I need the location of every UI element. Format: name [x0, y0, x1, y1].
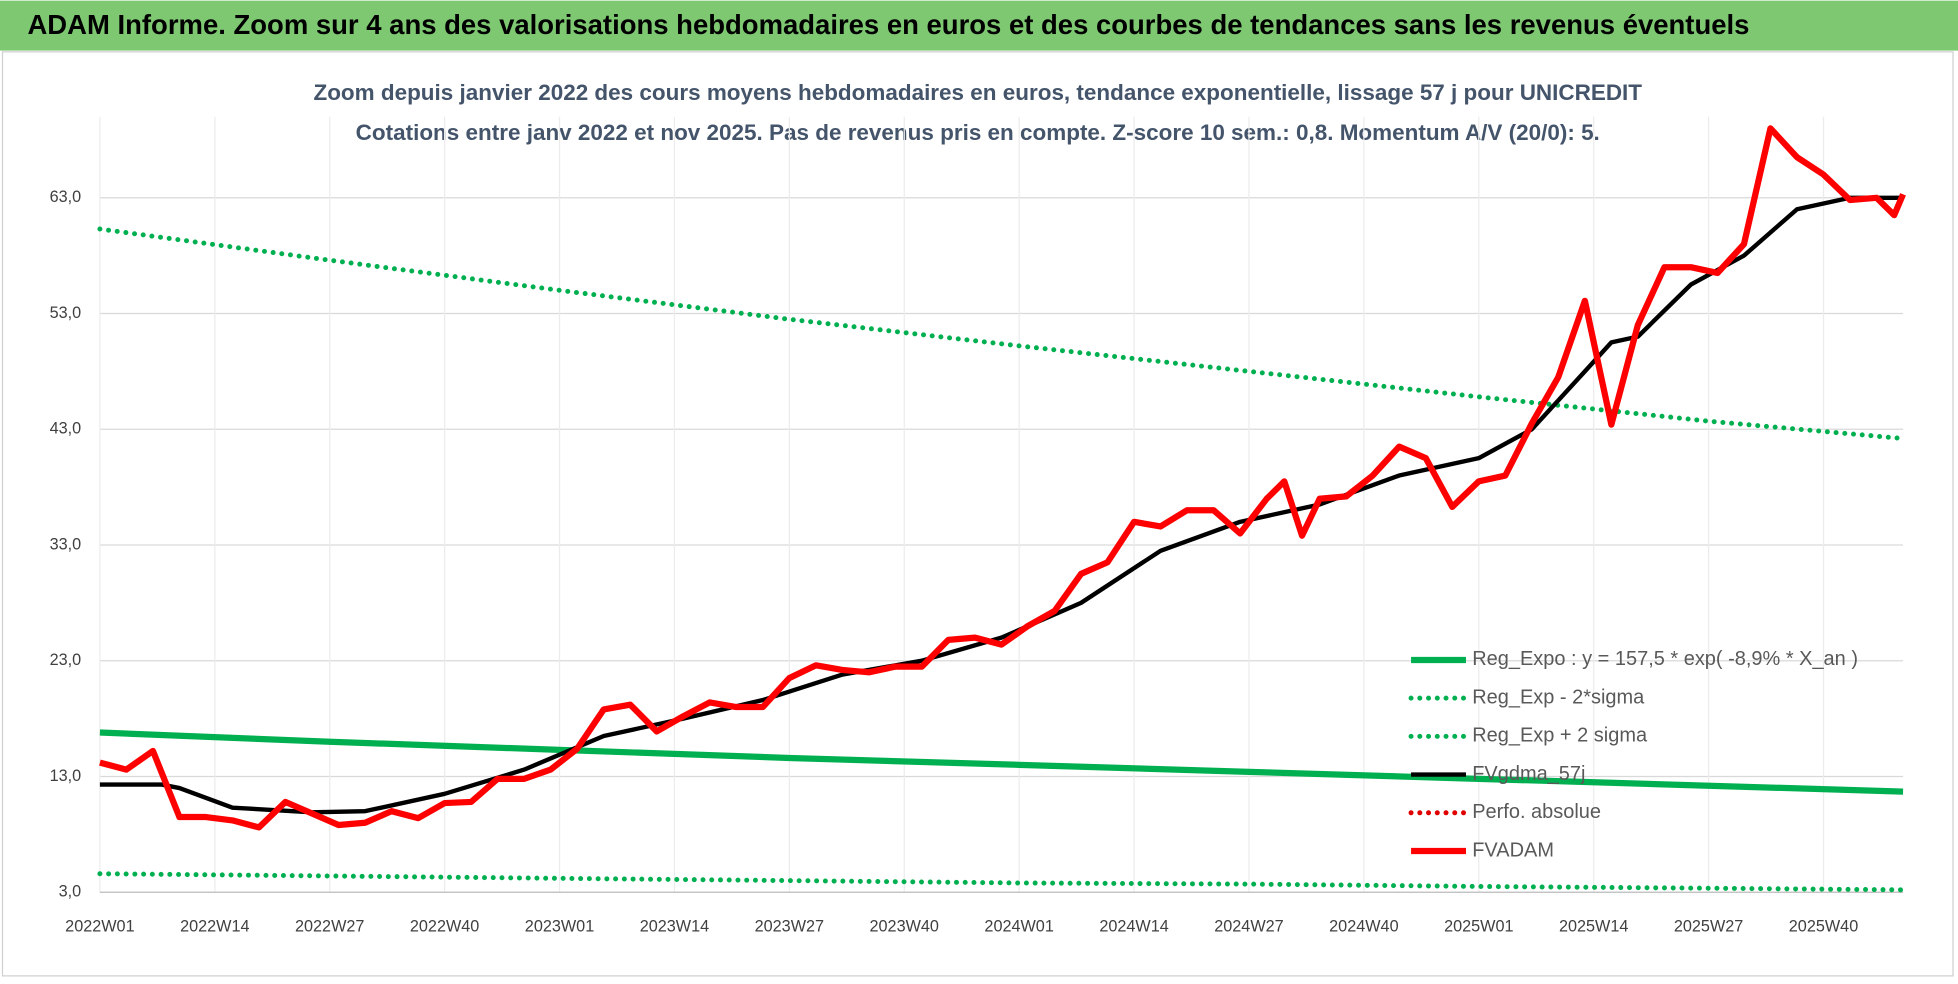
legend-label: FVADAM	[1472, 839, 1554, 861]
x-tick-label: 2023W14	[640, 917, 709, 935]
chart-subtitle: Zoom depuis janvier 2022 des cours moyen…	[313, 80, 1642, 105]
y-tick-label: 43,0	[50, 420, 82, 438]
header-bar	[0, 0, 1958, 51]
series-line	[99, 125, 1906, 831]
header-title: ADAM Informe. Zoom sur 4 ans des valoris…	[27, 9, 1749, 40]
chart-subtitle: Cotations entre janv 2022 et nov 2025. P…	[356, 120, 1600, 145]
legend-label: Reg_Exp - 2*sigma	[1472, 686, 1645, 708]
series-line	[97, 871, 1906, 893]
x-tick-label: 2023W40	[870, 917, 939, 935]
x-tick-label: 2025W14	[1559, 917, 1628, 935]
y-tick-label: 33,0	[50, 535, 82, 553]
y-tick-label: 63,0	[50, 188, 82, 206]
series-line	[97, 226, 1906, 442]
legend-label: FVgdma_57j	[1472, 763, 1585, 785]
x-tick-label: 2025W01	[1444, 917, 1513, 935]
y-tick-label: 13,0	[50, 767, 82, 785]
y-tick-label: 3,0	[59, 882, 82, 900]
y-tick-label: 23,0	[50, 651, 82, 669]
series-line	[99, 729, 1904, 795]
x-tick-label: 2025W27	[1674, 917, 1743, 935]
x-tick-label: 2023W01	[525, 917, 594, 935]
legend-label: Perfo. absolue	[1472, 801, 1601, 823]
legend-label: Reg_Exp + 2 sigma	[1472, 725, 1648, 747]
legend-label: Reg_Expo : y = 157,5 * exp( -8,9% * X_an…	[1472, 648, 1858, 670]
x-tick-label: 2024W40	[1329, 917, 1398, 935]
chart-frame	[1, 51, 1954, 977]
x-tick-label: 2022W27	[295, 917, 364, 935]
x-tick-label: 2025W40	[1789, 917, 1858, 935]
x-tick-label: 2022W14	[180, 917, 249, 935]
series-line	[99, 195, 1904, 815]
x-tick-label: 2024W01	[984, 917, 1053, 935]
x-tick-label: 2022W40	[410, 917, 479, 935]
x-tick-label: 2023W27	[755, 917, 824, 935]
x-tick-label: 2024W27	[1214, 917, 1283, 935]
y-tick-label: 53,0	[50, 304, 82, 322]
x-tick-label: 2024W14	[1099, 917, 1168, 935]
x-tick-label: 2022W01	[65, 917, 134, 935]
